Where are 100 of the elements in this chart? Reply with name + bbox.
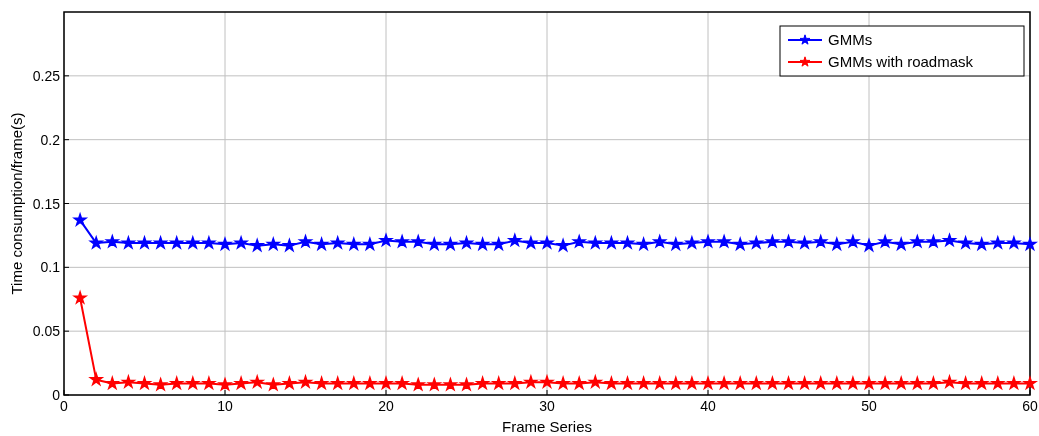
point: [1023, 237, 1037, 250]
point: [282, 376, 296, 390]
point: [395, 235, 409, 248]
point: [331, 376, 345, 390]
x-tick-label: 20: [378, 398, 394, 414]
point: [234, 376, 248, 390]
point: [701, 235, 715, 248]
point: [250, 375, 264, 388]
point: [717, 235, 731, 248]
point: [1007, 376, 1021, 390]
point: [621, 376, 634, 390]
point: [846, 235, 860, 248]
point: [959, 236, 973, 249]
x-tick-label: 50: [861, 398, 877, 414]
point: [926, 376, 940, 390]
legend-label: GMMs: [828, 31, 873, 48]
point: [862, 376, 876, 390]
point: [443, 378, 457, 391]
point: [363, 237, 377, 250]
y-tick-label: 0.05: [32, 323, 61, 340]
point: [347, 237, 361, 250]
point: [331, 236, 345, 249]
point: [862, 238, 876, 252]
point: [798, 376, 812, 390]
point: [234, 236, 248, 249]
point: [943, 233, 956, 247]
point: [395, 376, 409, 390]
point: [830, 376, 844, 390]
point: [524, 375, 538, 388]
point: [186, 236, 200, 249]
point: [765, 376, 779, 390]
point: [894, 376, 908, 390]
point: [121, 375, 135, 388]
point: [411, 235, 425, 248]
point: [492, 376, 506, 390]
point: [540, 375, 554, 388]
point: [878, 376, 892, 390]
point: [379, 376, 393, 390]
point: [637, 237, 651, 250]
point: [991, 376, 1005, 390]
point: [637, 376, 651, 390]
point: [154, 378, 168, 391]
point: [105, 376, 119, 390]
point: [975, 376, 989, 390]
point: [749, 236, 763, 249]
point: [121, 236, 135, 249]
point: [73, 213, 87, 226]
legend-label: GMMs with roadmask: [828, 53, 974, 70]
point: [218, 237, 232, 250]
point: [604, 236, 618, 249]
point: [89, 236, 103, 249]
point: [894, 237, 908, 250]
point: [202, 376, 216, 390]
x-axis-title: Frame Series: [501, 418, 593, 435]
point: [266, 378, 280, 391]
point: [959, 376, 973, 390]
y-tick-label: 0.15: [32, 195, 61, 212]
y-tick-label: 0: [52, 387, 61, 403]
point: [701, 376, 715, 390]
point: [572, 376, 586, 390]
point: [476, 376, 490, 390]
point: [910, 376, 924, 390]
point: [1023, 376, 1037, 390]
point: [524, 236, 538, 249]
point: [572, 235, 586, 248]
point: [347, 376, 361, 390]
point: [427, 378, 441, 391]
y-axis-title: Time consumption/frame(s): [8, 112, 25, 295]
point: [910, 235, 924, 248]
point: [540, 236, 554, 249]
point: [685, 236, 699, 249]
point: [653, 235, 667, 248]
point: [975, 237, 989, 250]
point: [733, 376, 747, 390]
point: [798, 236, 812, 249]
y-tick-label: 0.2: [40, 131, 61, 148]
point: [1007, 236, 1021, 249]
point: [476, 237, 490, 250]
point: [588, 375, 602, 388]
point: [73, 291, 87, 304]
point: [492, 237, 506, 250]
point: [733, 237, 747, 250]
point: [604, 376, 618, 390]
point: [991, 236, 1005, 249]
point: [669, 376, 683, 390]
point: [186, 376, 200, 390]
point: [749, 376, 763, 390]
point: [830, 237, 844, 250]
point: [685, 376, 699, 390]
point: [218, 378, 232, 391]
point: [653, 376, 667, 390]
point: [846, 376, 860, 390]
point: [878, 235, 892, 248]
point: [266, 237, 280, 250]
point: [250, 238, 264, 252]
x-tick-label: 30: [539, 398, 555, 414]
point: [154, 236, 168, 249]
point: [508, 233, 522, 247]
point: [170, 236, 184, 249]
point: [411, 378, 425, 391]
